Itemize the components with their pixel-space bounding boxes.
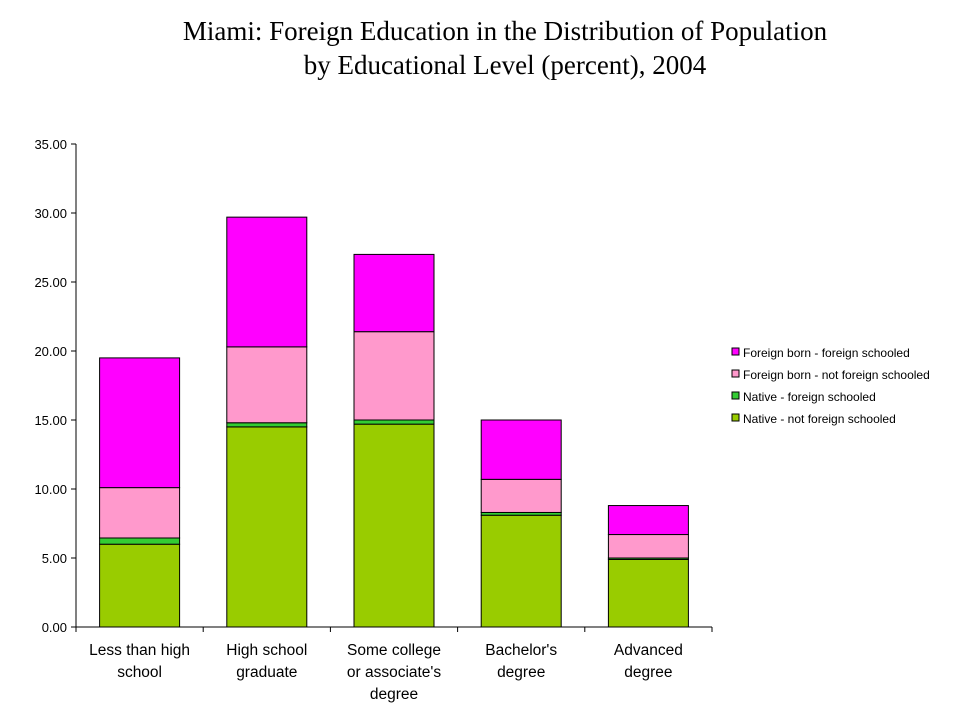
bar-segment-4-3 bbox=[607, 505, 689, 536]
legend-swatch-2 bbox=[731, 391, 740, 400]
y-tick-label-5: 25.00 bbox=[34, 275, 67, 290]
category-label-0-line-0: Less than high bbox=[89, 642, 190, 659]
category-label-3-line-0: Bachelor's bbox=[485, 642, 557, 659]
axes-group: 0.00 5.00 10.00 15.00 20.00 25.00 30.00 35.00 Le… bbox=[34, 137, 713, 703]
y-tick-label-2: 10.00 bbox=[34, 482, 67, 497]
category-label-4-line-1: degree bbox=[624, 664, 672, 681]
bar-segment-0-2 bbox=[99, 487, 181, 539]
bar-segment-1-0 bbox=[226, 426, 308, 628]
legend-label-2: Native - foreign schooled bbox=[743, 390, 876, 404]
category-label-4-line-0: Advanced bbox=[614, 642, 683, 659]
category-label-1-line-0: High school bbox=[226, 642, 307, 659]
category-label-2-line-1: or associate's bbox=[347, 664, 442, 681]
legend-label-3: Native - not foreign schooled bbox=[743, 412, 896, 426]
category-label-3: Bachelor's degree bbox=[485, 642, 557, 681]
bar-segment-3-0 bbox=[480, 514, 562, 628]
bar-segment-3-3 bbox=[480, 419, 562, 480]
y-tick-label-1: 5.00 bbox=[42, 551, 67, 566]
category-label-1-line-1: graduate bbox=[236, 664, 297, 681]
category-label-3-line-1: degree bbox=[497, 664, 545, 681]
y-tick-label-4: 20.00 bbox=[34, 344, 67, 359]
legend: Foreign born - foreign schooled Foreign b… bbox=[731, 346, 930, 426]
bar-segment-3-2 bbox=[480, 478, 562, 513]
bar-segment-1-3 bbox=[226, 216, 308, 348]
category-label-2: Some college or associate's degree bbox=[347, 642, 442, 703]
y-tick-label-7: 35.00 bbox=[34, 137, 67, 152]
bars-group bbox=[99, 216, 689, 628]
bar-segment-2-3 bbox=[353, 253, 435, 333]
bar-segment-0-3 bbox=[99, 357, 181, 489]
legend-swatch-3 bbox=[731, 413, 740, 422]
bar-segment-1-1 bbox=[226, 422, 308, 428]
y-tick-label-6: 30.00 bbox=[34, 206, 67, 221]
chart-title: Miami: Foreign Education in the Distribu… bbox=[0, 14, 960, 82]
category-label-1: High school graduate bbox=[226, 642, 307, 681]
legend-label-0: Foreign born - foreign schooled bbox=[743, 346, 910, 360]
y-tick-label-3: 15.00 bbox=[34, 413, 67, 428]
bar-segment-2-1 bbox=[353, 419, 435, 425]
category-label-2-line-0: Some college bbox=[347, 642, 441, 659]
y-tick-label-0: 0.00 bbox=[42, 620, 67, 635]
category-label-0: Less than high school bbox=[89, 642, 190, 681]
bar-segment-1-2 bbox=[226, 346, 308, 424]
legend-swatch-0 bbox=[731, 347, 740, 356]
chart-title-line-1: Miami: Foreign Education in the Distribu… bbox=[182, 16, 828, 46]
category-label-2-line-2: degree bbox=[370, 686, 418, 703]
category-label-0-line-1: school bbox=[117, 664, 162, 681]
bar-segment-2-0 bbox=[353, 423, 435, 628]
bar-segment-4-2 bbox=[607, 534, 689, 559]
legend-label-1: Foreign born - not foreign schooled bbox=[743, 368, 930, 382]
bar-segment-4-0 bbox=[607, 558, 689, 628]
category-label-4: Advanced degree bbox=[614, 642, 683, 681]
bar-segment-2-2 bbox=[353, 331, 435, 421]
legend-swatch-1 bbox=[731, 369, 740, 378]
bar-segment-0-0 bbox=[99, 543, 181, 628]
bar-segment-0-1 bbox=[99, 537, 181, 545]
chart-title-line-2: by Educational Level (percent), 2004 bbox=[303, 50, 707, 80]
